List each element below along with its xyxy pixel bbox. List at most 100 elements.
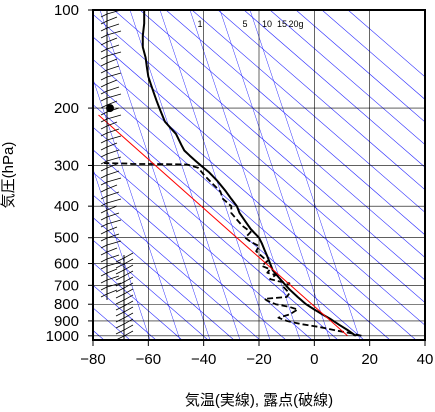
dry-adiabat-line — [93, 217, 235, 340]
dry-adiabat-line — [93, 171, 287, 340]
wind-barb — [100, 111, 108, 116]
dry-adiabats — [93, 10, 425, 340]
wind-barbs — [100, 10, 134, 340]
sounding-series — [98, 10, 362, 337]
dry-adiabat-line — [295, 10, 425, 123]
dry-adiabat-line — [113, 10, 425, 281]
wind-barb — [106, 198, 122, 204]
dry-adiabat-line — [139, 10, 425, 258]
wind-barb — [115, 317, 125, 323]
wind-barb — [106, 156, 122, 162]
dry-adiabat-line — [217, 10, 425, 191]
dry-adiabat-line — [165, 10, 425, 236]
wind-barb — [100, 125, 108, 130]
x-tick-label: −40 — [191, 351, 216, 368]
wind-barb — [100, 209, 108, 214]
wind-barb — [100, 251, 108, 256]
wind-barb — [115, 263, 125, 269]
wind-barb — [123, 324, 134, 331]
grid — [92, 9, 426, 340]
wind-barb — [106, 163, 118, 169]
wind-barb — [100, 83, 108, 88]
wind-barb — [115, 323, 125, 329]
mixing-ratio-line — [93, 78, 181, 340]
wind-barb — [106, 191, 120, 197]
wind-barb — [123, 264, 134, 271]
wind-barb — [106, 212, 120, 218]
wind-barb — [123, 294, 134, 301]
wind-barb — [106, 128, 120, 134]
mixing-ratio-line — [189, 10, 301, 340]
wind-barb — [123, 258, 134, 265]
wind-barb — [100, 41, 108, 46]
wind-barb — [106, 233, 120, 239]
x-tick-label: 0 — [310, 351, 318, 368]
wind-barb — [115, 269, 125, 275]
wind-barb — [106, 23, 120, 29]
x-tick-label: 40 — [417, 351, 434, 368]
wind-barb — [100, 293, 108, 298]
wind-barb — [123, 252, 134, 259]
wind-barb — [106, 142, 118, 148]
wind-barb — [100, 118, 108, 123]
wind-barb — [100, 13, 108, 18]
reference_line-line — [98, 114, 348, 337]
mixing-ratio-label: 5 — [242, 19, 247, 29]
wind-barb — [106, 37, 118, 43]
wind-barb — [115, 305, 125, 311]
dry-adiabat-line — [93, 59, 417, 340]
mixing-ratio-label: 20g — [288, 19, 303, 29]
y-tick-label: 900 — [54, 313, 79, 330]
wind-barb — [100, 76, 108, 81]
wind-barb — [115, 329, 125, 335]
wind-barb — [100, 146, 108, 151]
wind-barb — [106, 282, 122, 288]
mixing-ratio-lines — [93, 10, 361, 340]
y-tick-label: 700 — [54, 277, 79, 294]
dry-adiabat-line — [93, 13, 425, 304]
wind-barb — [123, 276, 134, 283]
wind-barb — [106, 121, 118, 127]
dry-adiabat-line — [321, 10, 425, 100]
mixing-ratio-line — [219, 10, 331, 340]
wind-barb — [123, 288, 134, 295]
wind-barb — [100, 167, 108, 172]
dewpoint-line — [104, 162, 362, 337]
wind-barb — [106, 170, 120, 176]
dry-adiabat-line — [93, 194, 261, 340]
wind-barb — [115, 281, 125, 287]
y-tick-label: 600 — [54, 256, 79, 273]
dry-adiabat-line — [347, 10, 425, 78]
wind-barb — [100, 160, 108, 165]
wind-barb — [106, 247, 118, 253]
mixing-ratio-line — [99, 10, 211, 340]
y-axis-title: 気圧(hPa) — [0, 142, 17, 209]
wind-barb — [106, 72, 122, 78]
wind-barb — [106, 254, 120, 260]
y-tick-label: 400 — [54, 198, 79, 215]
wind-barb — [106, 16, 118, 22]
wind-barb — [106, 44, 120, 50]
x-tick-label: −20 — [246, 351, 271, 368]
wind-barb — [100, 272, 108, 277]
wind-barb-cluster — [106, 104, 114, 113]
wind-barb — [100, 258, 108, 263]
mixing-ratio-line — [93, 168, 151, 340]
wind-barb — [100, 244, 108, 249]
y-tick-label: 200 — [54, 100, 79, 117]
wind-barb — [100, 48, 108, 53]
dry-adiabat-line — [93, 149, 313, 340]
dry-adiabat-line — [93, 262, 183, 340]
wind-barb — [115, 275, 125, 281]
wind-barb — [115, 287, 125, 293]
wind-barb — [106, 205, 118, 211]
y-tick-label: 300 — [54, 157, 79, 174]
wind-barb — [100, 139, 108, 144]
y-tick-label: 800 — [54, 296, 79, 313]
wind-barb — [100, 188, 108, 193]
wind-barb — [100, 286, 108, 291]
dry-adiabat-line — [93, 239, 209, 340]
dry-adiabat-line — [93, 36, 425, 326]
